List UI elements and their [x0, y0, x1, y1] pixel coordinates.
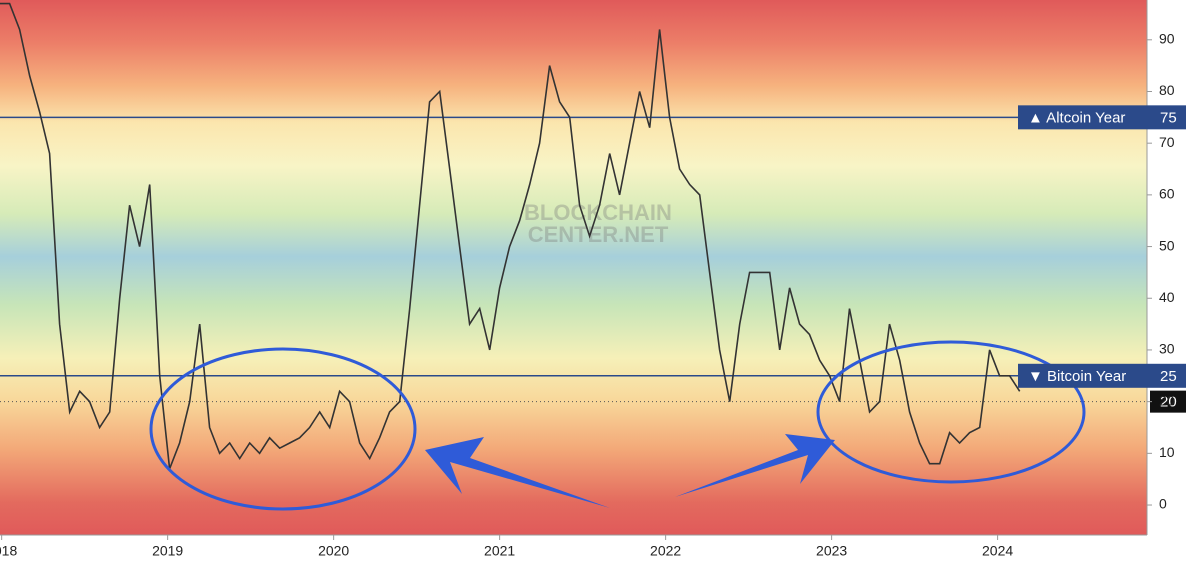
x-tick-label: 2024	[982, 543, 1013, 559]
arrow	[675, 434, 835, 497]
background	[0, 0, 1147, 535]
y-tick-label: 30	[1159, 341, 1175, 357]
y-tick-label: 0	[1159, 496, 1167, 512]
y-tick-label: 20	[1159, 392, 1175, 408]
y-tick-label: 50	[1159, 237, 1175, 253]
y-tick-label: 60	[1159, 186, 1175, 202]
y-tick-label: 70	[1159, 134, 1175, 150]
line-tag-value: 75	[1160, 109, 1177, 126]
highlight-ellipse	[149, 347, 417, 511]
highlight-ellipse	[816, 340, 1086, 484]
arrow	[425, 437, 610, 508]
x-tick-label: 2018	[0, 543, 17, 559]
line-tag	[1018, 105, 1186, 130]
line-tag	[1018, 363, 1186, 388]
y-tick-label: 40	[1159, 289, 1175, 305]
y-tick-label: 90	[1159, 31, 1175, 47]
current-value-label: 20	[1160, 394, 1177, 411]
x-tick-label: 2021	[484, 543, 515, 559]
tags: ▲ Altcoin Year 75 ▼ Bitcoin Year 25 20	[1018, 105, 1186, 413]
line-tag-label: ▼ Bitcoin Year	[1028, 368, 1126, 385]
watermark-text: CENTER.NET	[528, 222, 669, 247]
x-tick-label: 2022	[650, 543, 681, 559]
current-value-tag	[1150, 390, 1186, 413]
line-tag-label: ▲ Altcoin Year	[1028, 109, 1125, 126]
y-tick-label: 80	[1159, 82, 1175, 98]
x-tick-label: 2023	[816, 543, 847, 559]
x-tick-label: 2019	[152, 543, 183, 559]
x-tick-label: 2020	[318, 543, 349, 559]
y-tick-label: 10	[1159, 444, 1175, 460]
line-tag-value: 25	[1160, 368, 1177, 385]
